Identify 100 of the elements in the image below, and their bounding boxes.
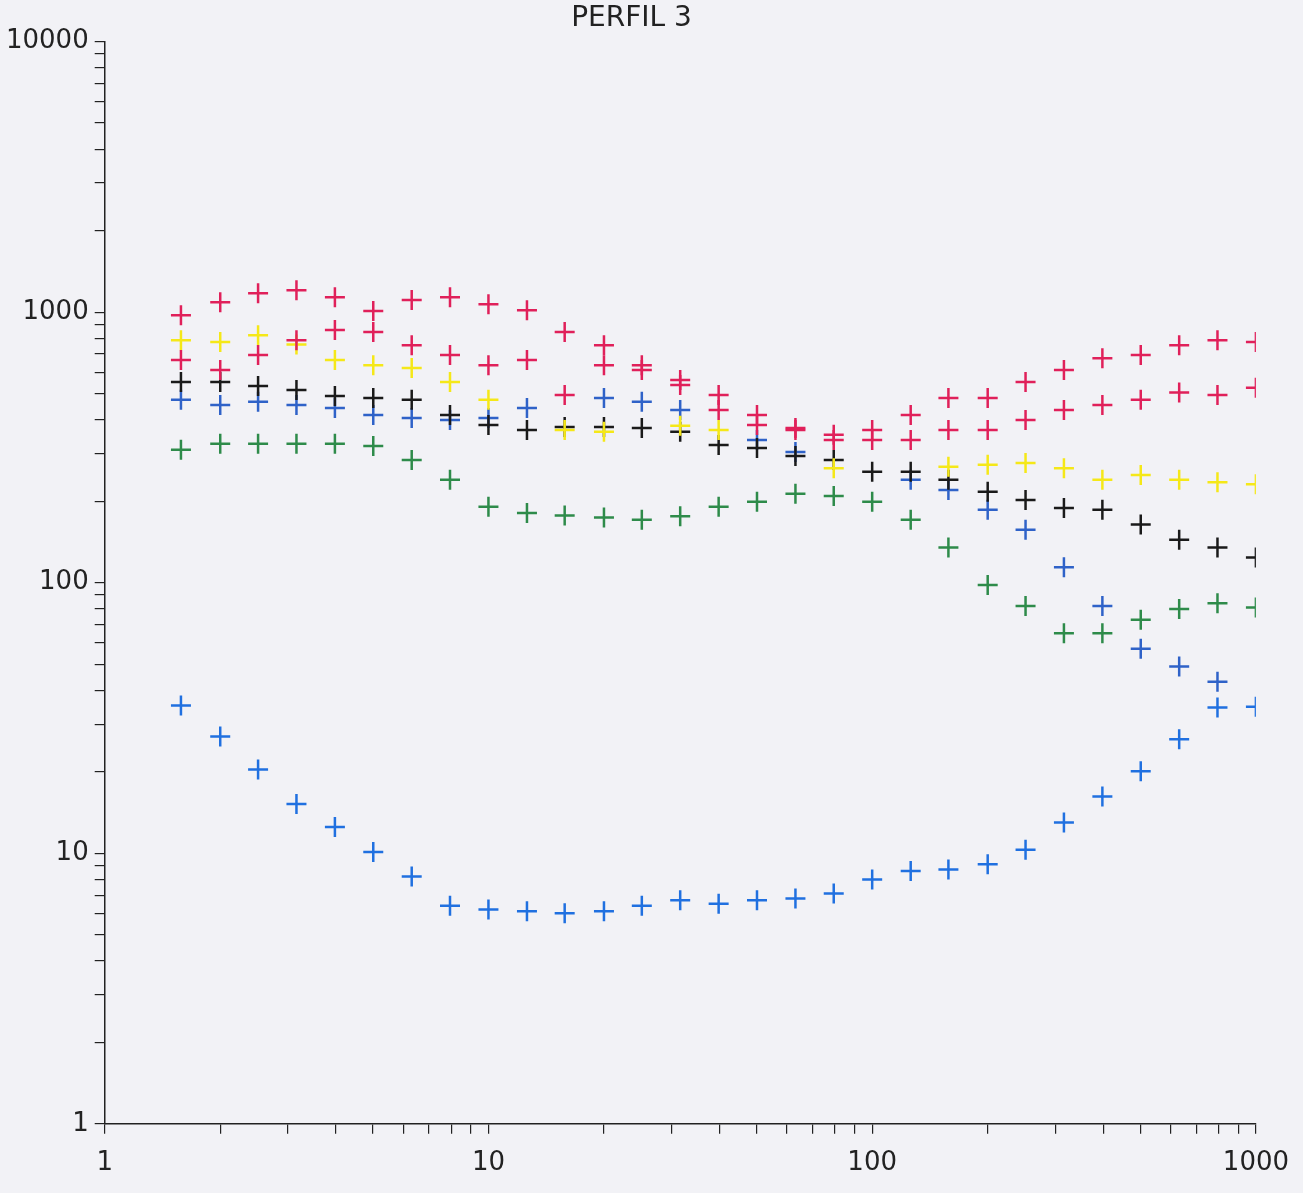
point — [1014, 518, 1037, 541]
point — [285, 792, 308, 816]
point — [246, 374, 270, 398]
point — [937, 536, 960, 559]
point — [1014, 838, 1037, 862]
point — [169, 348, 193, 372]
chart-title: PERFIL 3 — [571, 0, 692, 34]
point — [899, 460, 922, 484]
point — [630, 894, 654, 917]
point — [323, 815, 347, 839]
point — [553, 902, 576, 925]
point — [246, 323, 270, 347]
point — [937, 858, 960, 881]
point — [1206, 591, 1229, 615]
point — [592, 506, 616, 529]
point — [1091, 346, 1114, 370]
point — [323, 384, 347, 408]
point — [208, 290, 232, 314]
point — [822, 484, 845, 508]
point — [169, 694, 193, 717]
y-tick-label: 1 — [72, 1106, 89, 1137]
point — [208, 725, 232, 748]
point — [362, 434, 385, 458]
point — [822, 456, 845, 480]
point — [937, 386, 960, 410]
point — [438, 343, 462, 367]
point — [1167, 468, 1191, 492]
y-tick-label: 10000 — [5, 24, 89, 55]
point — [1167, 655, 1191, 678]
point — [438, 403, 462, 427]
point — [1091, 594, 1114, 618]
point — [899, 403, 922, 427]
point — [362, 840, 385, 864]
point — [1129, 343, 1152, 367]
point — [976, 853, 999, 876]
point — [707, 418, 730, 442]
point — [1091, 785, 1114, 808]
point — [1167, 333, 1191, 357]
point — [937, 418, 960, 442]
point — [1014, 451, 1037, 475]
point — [860, 868, 884, 891]
point — [860, 460, 884, 484]
point — [438, 468, 462, 492]
point — [362, 320, 385, 344]
point — [477, 292, 500, 316]
point — [477, 898, 500, 921]
point — [860, 490, 884, 514]
point — [630, 353, 654, 377]
point — [246, 758, 270, 781]
point — [515, 501, 539, 525]
point — [1052, 556, 1076, 579]
point — [323, 285, 347, 309]
point — [630, 390, 654, 414]
point — [1091, 622, 1114, 645]
point — [860, 418, 884, 442]
point — [899, 859, 922, 883]
point — [553, 383, 576, 407]
y-tick-label: 1000 — [22, 294, 89, 325]
point — [515, 396, 539, 420]
point — [1091, 468, 1114, 492]
point — [1052, 496, 1076, 520]
point — [1014, 408, 1037, 432]
point — [592, 900, 616, 923]
point — [1167, 597, 1191, 621]
point — [1167, 381, 1191, 404]
point — [553, 320, 576, 344]
point — [592, 333, 616, 357]
point — [515, 418, 539, 442]
point — [822, 423, 845, 447]
point — [1206, 696, 1229, 719]
point — [1091, 498, 1114, 522]
point — [784, 482, 807, 506]
point — [169, 328, 193, 352]
point — [1129, 637, 1152, 660]
point — [1052, 622, 1076, 645]
point — [1129, 608, 1152, 631]
point — [477, 495, 500, 518]
point — [400, 865, 423, 888]
point — [323, 318, 347, 342]
point — [169, 370, 193, 394]
point — [208, 330, 232, 354]
point — [1052, 358, 1076, 382]
point — [169, 303, 193, 327]
point — [745, 403, 769, 427]
point — [822, 882, 845, 905]
point — [208, 358, 232, 382]
point — [477, 413, 500, 437]
x-tick-label: 1000 — [1222, 1146, 1289, 1177]
point — [745, 889, 769, 912]
point — [362, 353, 385, 377]
point — [477, 353, 500, 377]
point — [285, 278, 308, 302]
point — [1052, 811, 1076, 834]
point — [1206, 383, 1229, 407]
point — [169, 438, 193, 462]
point — [1206, 670, 1229, 694]
point — [745, 436, 769, 460]
point — [1129, 463, 1152, 487]
point — [400, 356, 423, 380]
point — [707, 892, 730, 916]
